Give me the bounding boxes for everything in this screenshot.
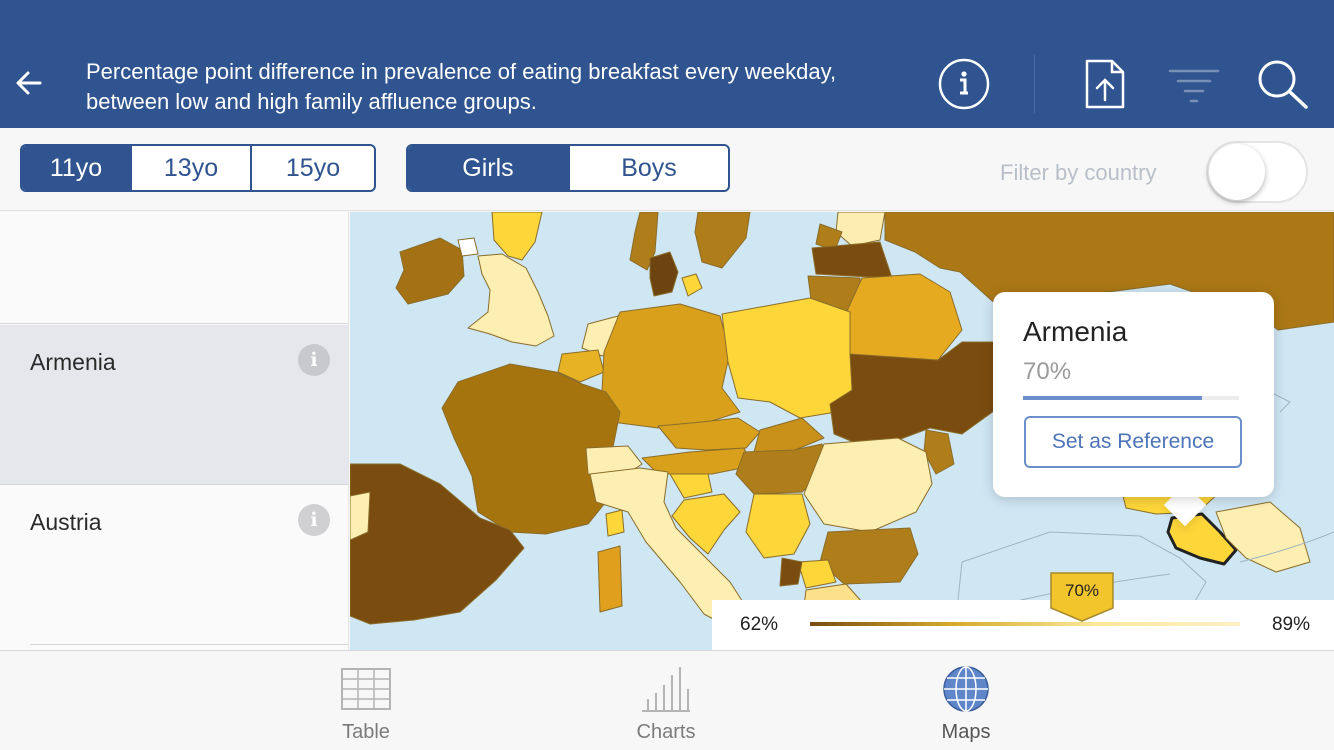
map-region-ireland: [395, 237, 465, 305]
legend-gradient-bar: [810, 622, 1240, 626]
map-region-scotland: [491, 212, 543, 261]
map-region-romania: [803, 437, 933, 533]
map-region-poland: [721, 297, 855, 419]
bar-chart-icon: [642, 667, 690, 712]
info-icon[interactable]: [938, 58, 990, 110]
toolbar: 11yo 13yo 15yo Girls Boys Filter by coun…: [0, 128, 1334, 211]
map-region-ukraine: [829, 341, 1011, 449]
country-name: Austria: [30, 509, 102, 535]
segment-13yo[interactable]: 13yo: [130, 146, 250, 190]
header-divider: [1034, 55, 1035, 113]
list-item[interactable]: Armenia i: [0, 325, 348, 485]
share-icon[interactable]: [1084, 58, 1126, 110]
tab-maps[interactable]: Maps: [866, 651, 1066, 750]
tab-charts[interactable]: Charts: [566, 651, 766, 750]
tab-label: Charts: [636, 721, 696, 743]
map-region-slovakia: [753, 417, 825, 453]
filter-by-country-label: Filter by country: [1000, 160, 1157, 185]
toggle-knob[interactable]: [1209, 144, 1265, 200]
table-icon: [341, 668, 391, 710]
search-icon[interactable]: [1256, 58, 1310, 110]
header-bar: Percentage point difference in prevalenc…: [0, 0, 1334, 128]
map-region-slovenia: [669, 473, 713, 499]
segment-15yo[interactable]: 15yo: [250, 146, 374, 190]
map-region-belarus: [841, 273, 963, 363]
popover-value: 70%: [1023, 358, 1072, 385]
country-popover: Armenia 70% Set as Reference: [993, 292, 1274, 497]
map-region-northern-ireland: [457, 237, 479, 257]
map-legend: 62% 89%: [712, 600, 1334, 650]
map-region-germany: [601, 303, 741, 429]
legend-marker: [1050, 572, 1114, 622]
popover-country-name: Armenia: [1023, 316, 1128, 347]
map-region-austria: [641, 447, 753, 475]
map-region-uk: [467, 253, 555, 347]
map-region-corsica: [605, 509, 625, 537]
legend-min-label: 62%: [740, 614, 779, 635]
map-region-belgium: [557, 349, 605, 383]
map-region-armenia: [1166, 512, 1238, 566]
back-arrow-icon[interactable]: [14, 66, 44, 100]
map-region-spain: [350, 463, 525, 625]
map-region-sweden: [694, 212, 751, 269]
filter-toggle[interactable]: [1206, 141, 1308, 203]
map-region-bulgaria: [819, 527, 919, 585]
map-region-norway: [629, 212, 659, 271]
segment-11yo[interactable]: 11yo: [22, 146, 130, 190]
tab-label: Table: [342, 721, 390, 743]
map-region-north-macedonia: [797, 559, 837, 589]
age-segmented-control: 11yo 13yo 15yo: [20, 144, 376, 192]
tab-bar: Table Charts Maps: [0, 650, 1334, 750]
map-region-serbia: [745, 493, 811, 559]
map-region-denmark: [649, 251, 679, 297]
map-region-latvia: [811, 241, 893, 279]
tab-label: Maps: [941, 721, 991, 743]
gender-segmented-control: Girls Boys: [406, 144, 730, 192]
segment-boys[interactable]: Boys: [568, 146, 728, 190]
list-divider: [30, 644, 348, 645]
legend-max-label: 89%: [1271, 614, 1310, 635]
info-icon[interactable]: i: [298, 504, 330, 536]
map-region-sardinia: [597, 545, 623, 613]
list-item[interactable]: Austria i: [0, 485, 348, 645]
map-region-croatia: [671, 493, 741, 555]
map-region-montenegro: [779, 557, 803, 587]
legend-marker-value: 70%: [1064, 581, 1100, 600]
country-list[interactable]: i Armenia i Austria i: [0, 212, 349, 650]
segment-girls[interactable]: Girls: [408, 146, 568, 190]
tab-table[interactable]: Table: [266, 651, 466, 750]
map-region-portugal: [350, 491, 371, 541]
info-icon[interactable]: i: [298, 344, 330, 376]
map-region-france: [441, 363, 621, 535]
map-region-moldova: [923, 429, 955, 475]
filter-icon[interactable]: [1168, 68, 1220, 104]
map-region-finland-south: [835, 212, 886, 247]
map-canvas[interactable]: [350, 212, 1334, 650]
list-item[interactable]: i: [0, 212, 348, 324]
map-region-denmark-isle: [681, 273, 703, 297]
popover-value-bar-fill: [1023, 396, 1203, 400]
page-title: Percentage point difference in prevalenc…: [86, 59, 837, 114]
popover-value-bar: [1023, 396, 1239, 400]
map-region-azerbaijan: [1215, 501, 1311, 573]
map-region-czechia: [657, 417, 761, 451]
set-as-reference-button[interactable]: Set as Reference: [1024, 416, 1242, 468]
country-name: Armenia: [30, 349, 116, 375]
globe-icon: [943, 666, 989, 712]
